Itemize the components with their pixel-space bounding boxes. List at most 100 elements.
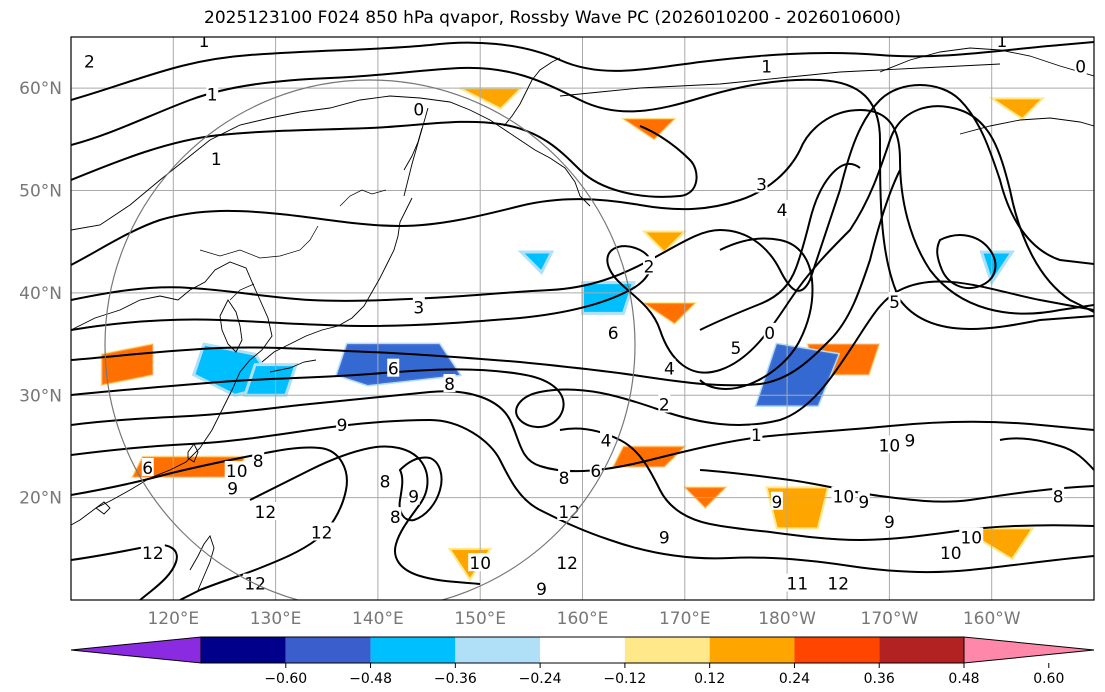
contour-line [936, 234, 997, 289]
contour-label-bg [763, 322, 776, 341]
contour-label: 10 [879, 436, 901, 456]
contour-label: 6 [388, 360, 399, 380]
contour-line [71, 169, 901, 387]
contour-line [71, 41, 1094, 101]
contour-label: 12 [255, 503, 277, 523]
lon-label: 140°E [352, 609, 404, 629]
contour-label: 1 [761, 58, 772, 78]
contour-label: 9 [884, 513, 895, 533]
contour-label: 12 [558, 503, 580, 523]
contour-label-bg [589, 461, 602, 480]
contour-label-bg [785, 573, 810, 592]
contour-label-bg [226, 478, 239, 497]
contour-label: 9 [536, 580, 547, 600]
contour-line [71, 66, 1094, 330]
strong-positive-core [613, 446, 685, 467]
lon-label: 170°W [861, 609, 919, 629]
contour-label: 10 [960, 529, 982, 549]
contour-label: 8 [559, 469, 570, 489]
contour-line [71, 418, 1094, 574]
contour-label: 8 [1053, 488, 1064, 508]
contour-label: 10 [226, 462, 248, 482]
coastline-taiwan [187, 443, 199, 463]
contour-label: 1 [207, 85, 218, 105]
contour-label-bg [443, 374, 456, 393]
contour-label-bg [755, 174, 768, 193]
contour-label: 11 [787, 575, 809, 595]
contour-label: 6 [142, 459, 153, 479]
latitude-labels: 20°N 30°N 40°N 50°N 60°N [19, 79, 62, 508]
contour-label: 9 [771, 493, 782, 513]
contour-label: 6 [590, 462, 601, 482]
contour-label: 8 [444, 375, 455, 395]
contour-label-bg [407, 486, 420, 505]
lon-label: 130°E [250, 609, 302, 629]
contour-label-bg [535, 578, 548, 597]
contour-label: 3 [756, 175, 767, 195]
colorbar-tick-label: −0.24 [519, 671, 562, 687]
colorbar-tick-label: 0.36 [864, 671, 895, 687]
colorbar-tick-label: −0.36 [434, 671, 477, 687]
lat-label: 40°N [19, 284, 62, 304]
coastline-hainan [95, 501, 111, 515]
contour-label: 9 [659, 529, 670, 549]
contour-line [71, 280, 1094, 428]
contour-label: 5 [889, 293, 900, 313]
colorbar-tick-label: 0.60 [1033, 671, 1064, 687]
contour-lines [71, 41, 1094, 600]
colorbar-segment [201, 637, 286, 663]
contour-label: 0 [764, 324, 775, 344]
contour-label: 4 [664, 360, 675, 380]
contour-label-bg [389, 507, 402, 526]
contour-label: 1 [199, 32, 210, 52]
colorbar-segment [709, 637, 795, 663]
contour-label-bg [253, 501, 278, 520]
contour-label-bg [877, 435, 902, 454]
contour-line [71, 544, 178, 600]
contour-label-bg [412, 99, 425, 118]
colorbar-segment [540, 637, 625, 663]
contour-label-bg [210, 148, 223, 167]
contour-label-bg [558, 468, 571, 487]
contour-label: 2 [659, 396, 670, 416]
contour-label-bg [903, 430, 916, 449]
contour-label-bg [197, 37, 210, 50]
contour-label: 9 [858, 493, 869, 513]
contour-label: 9 [337, 416, 348, 436]
coastlines [71, 47, 1094, 591]
negative-anomaly-patch [979, 250, 1015, 287]
contour-label: 4 [777, 201, 788, 221]
coastline-aleutian [559, 63, 1001, 97]
contour-label: 9 [904, 431, 915, 451]
contour-line [71, 446, 348, 600]
map-frame [70, 36, 1095, 601]
contour-label-bg [140, 542, 165, 561]
strong-positive-core [643, 303, 696, 324]
colorbar: −0.60 −0.48 −0.36 −0.24 −0.12 0.12 0.24 0.36 0.4… [70, 636, 1095, 687]
contour-label-bg [379, 471, 392, 490]
coastline-philippines [189, 535, 215, 591]
contour-label-bg [750, 425, 763, 444]
contour-label: 10 [469, 554, 491, 574]
map-title: 2025123100 F024 850 hPa qvapor, Rossby W… [204, 8, 901, 28]
lon-label: 160°E [557, 609, 609, 629]
contour-label-bg [826, 573, 851, 592]
contour-label: 0 [413, 101, 424, 121]
contour-line [699, 162, 861, 331]
colorbar-tick-label: 0.48 [948, 671, 979, 687]
lat-label: 50°N [19, 182, 62, 202]
contour-label-bg [663, 358, 676, 377]
lat-label: 60°N [19, 79, 62, 99]
contour-label-bg [775, 200, 788, 219]
contour-line [559, 427, 1094, 542]
contour-label: 5 [731, 339, 742, 359]
colorbar-frame [200, 636, 965, 664]
lat-label: 30°N [19, 386, 62, 406]
contour-label: 12 [311, 523, 333, 543]
contour-line [71, 120, 698, 198]
contour-label-bg [555, 553, 580, 572]
colorbar-segment [624, 637, 710, 663]
contour-label: 8 [253, 452, 264, 472]
contour-line [398, 456, 443, 522]
